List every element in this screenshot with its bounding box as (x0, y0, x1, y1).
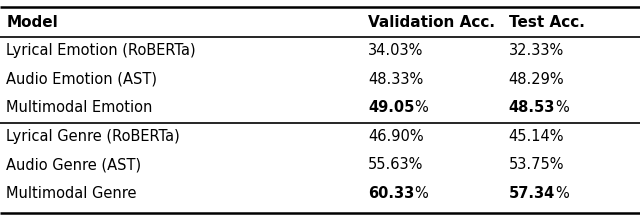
Text: 32.33%: 32.33% (509, 43, 564, 58)
Text: %: % (555, 100, 568, 115)
Text: 48.53: 48.53 (509, 100, 555, 115)
Text: Lyrical Emotion (RoBERTa): Lyrical Emotion (RoBERTa) (6, 43, 196, 58)
Text: Lyrical Genre (RoBERTa): Lyrical Genre (RoBERTa) (6, 129, 180, 144)
Text: 49.05: 49.05 (368, 100, 414, 115)
Text: 48.29%: 48.29% (509, 72, 564, 87)
Text: Test Acc.: Test Acc. (509, 15, 585, 30)
Text: 53.75%: 53.75% (509, 157, 564, 172)
Text: Multimodal Emotion: Multimodal Emotion (6, 100, 153, 115)
Text: 57.34: 57.34 (509, 186, 555, 201)
Text: %: % (414, 100, 428, 115)
Text: 46.90%: 46.90% (368, 129, 424, 144)
Text: Multimodal Genre: Multimodal Genre (6, 186, 137, 201)
Text: 48.33%: 48.33% (368, 72, 423, 87)
Text: %: % (414, 186, 428, 201)
Text: 34.03%: 34.03% (368, 43, 424, 58)
Text: Audio Emotion (AST): Audio Emotion (AST) (6, 72, 157, 87)
Text: Model: Model (6, 15, 58, 30)
Text: Validation Acc.: Validation Acc. (368, 15, 495, 30)
Text: 45.14%: 45.14% (509, 129, 564, 144)
Text: Audio Genre (AST): Audio Genre (AST) (6, 157, 141, 172)
Text: %: % (555, 186, 568, 201)
Text: 55.63%: 55.63% (368, 157, 424, 172)
Text: 60.33: 60.33 (368, 186, 414, 201)
